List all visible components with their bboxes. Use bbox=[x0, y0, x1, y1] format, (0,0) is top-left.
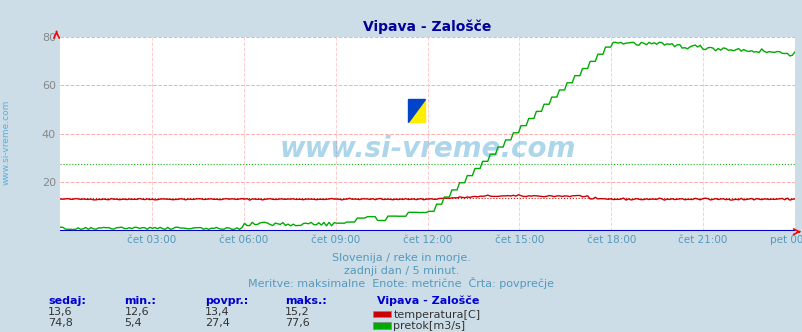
Text: zadnji dan / 5 minut.: zadnji dan / 5 minut. bbox=[343, 266, 459, 276]
Text: Slovenija / reke in morje.: Slovenija / reke in morje. bbox=[332, 253, 470, 263]
Text: min.:: min.: bbox=[124, 296, 156, 306]
Text: www.si-vreme.com: www.si-vreme.com bbox=[2, 100, 11, 186]
Title: Vipava - Zalošče: Vipava - Zalošče bbox=[363, 20, 491, 34]
Text: 15,2: 15,2 bbox=[285, 307, 310, 317]
Polygon shape bbox=[407, 99, 425, 122]
Text: temperatura[C]: temperatura[C] bbox=[393, 310, 480, 320]
Polygon shape bbox=[407, 99, 425, 122]
Text: maks.:: maks.: bbox=[285, 296, 326, 306]
Text: www.si-vreme.com: www.si-vreme.com bbox=[279, 135, 575, 163]
Text: Meritve: maksimalne  Enote: metrične  Črta: povprečje: Meritve: maksimalne Enote: metrične Črta… bbox=[248, 277, 554, 289]
Text: Vipava - Zalošče: Vipava - Zalošče bbox=[377, 295, 479, 306]
Text: 5,4: 5,4 bbox=[124, 318, 142, 328]
Text: 27,4: 27,4 bbox=[205, 318, 229, 328]
Text: 13,6: 13,6 bbox=[48, 307, 73, 317]
Text: pretok[m3/s]: pretok[m3/s] bbox=[393, 321, 465, 331]
Text: povpr.:: povpr.: bbox=[205, 296, 248, 306]
Text: 74,8: 74,8 bbox=[48, 318, 73, 328]
Text: 77,6: 77,6 bbox=[285, 318, 310, 328]
Text: 13,4: 13,4 bbox=[205, 307, 229, 317]
Text: sedaj:: sedaj: bbox=[48, 296, 86, 306]
Text: 12,6: 12,6 bbox=[124, 307, 149, 317]
